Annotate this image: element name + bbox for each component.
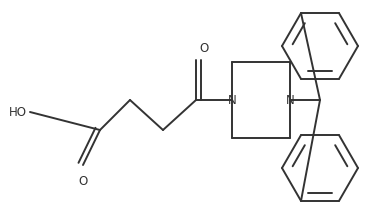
Text: N: N <box>227 94 236 106</box>
Text: O: O <box>78 175 88 188</box>
Text: O: O <box>199 42 208 55</box>
Text: HO: HO <box>9 106 27 118</box>
Text: N: N <box>286 94 295 106</box>
